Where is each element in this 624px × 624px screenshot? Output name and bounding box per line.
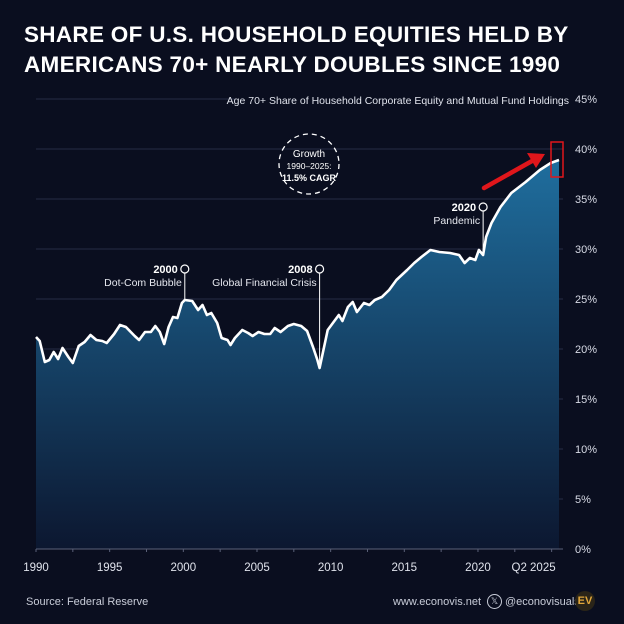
y-tick-label: 35%: [575, 194, 597, 206]
source-note: Source: Federal Reserve: [26, 596, 149, 608]
annotation-year: 2000: [153, 264, 177, 276]
x-tick-label: 2020: [465, 562, 491, 574]
x-tick-label: 2000: [171, 562, 197, 574]
chart-title: SHARE OF U.S. HOUSEHOLD EQUITIES HELD BY…: [24, 20, 569, 80]
title-line-1: SHARE OF U.S. HOUSEHOLD EQUITIES HELD BY: [24, 22, 569, 47]
x-logo-icon: 𝕏: [487, 594, 502, 609]
highlight-box: [550, 141, 564, 178]
callout-line-3: 11.5% CAGR: [282, 173, 337, 183]
x-tick-label: 1995: [97, 562, 123, 574]
annotation-text: Dot-Com Bubble: [104, 277, 182, 289]
x-tick-label: 2015: [392, 562, 418, 574]
growth-callout: Growth 1990–2025: 11.5% CAGR: [278, 133, 340, 195]
econovis-logo: EV: [575, 591, 595, 611]
highlight: [481, 141, 564, 191]
x-tick-label: Q2 2025: [512, 562, 556, 574]
y-tick-label: 20%: [575, 344, 597, 356]
callout-dashed-circle: [278, 133, 340, 195]
y-tick-label: 0%: [575, 544, 591, 556]
annotation-marker: [478, 202, 488, 212]
y-tick-label: 15%: [575, 394, 597, 406]
y-tick-label: 5%: [575, 494, 591, 506]
callout-line-2: 1990–2025:: [287, 161, 332, 171]
red-arrow-head: [527, 153, 545, 168]
y-tick-label: 30%: [575, 244, 597, 256]
annotation-text: Pandemic: [433, 215, 480, 227]
y-tick-label: 25%: [575, 294, 597, 306]
callout-line-1: Growth: [293, 149, 325, 160]
series-line: [35, 158, 560, 370]
annotation-marker: [180, 264, 190, 274]
title-line-2: AMERICANS 70+ NEARLY DOUBLES SINCE 1990: [24, 52, 561, 77]
annotation-marker: [314, 264, 325, 274]
x-tick-label: 2010: [318, 562, 344, 574]
annotation-year: 2020: [452, 202, 476, 214]
social-handle[interactable]: @econovisuals: [505, 596, 580, 608]
red-arrow-shaft: [481, 158, 535, 191]
annotation-year: 2008: [288, 264, 312, 276]
annotation-text: Global Financial Crisis: [212, 277, 316, 289]
y-tick-label: 45%: [575, 94, 597, 106]
y-tick-label: 10%: [575, 444, 597, 456]
series-area: [36, 160, 559, 549]
chart-subtitle: Age 70+ Share of Household Corporate Equ…: [227, 95, 569, 107]
x-tick-label: 2005: [244, 562, 270, 574]
x-tick-label: 1990: [23, 562, 49, 574]
website-link[interactable]: www.econovis.net: [393, 596, 482, 608]
chart: 0% 5% 10% 15% 20% 25% 30% 35% 40% 45% 1990 1995 2000…: [23, 94, 597, 574]
y-tick-label: 40%: [575, 144, 597, 156]
